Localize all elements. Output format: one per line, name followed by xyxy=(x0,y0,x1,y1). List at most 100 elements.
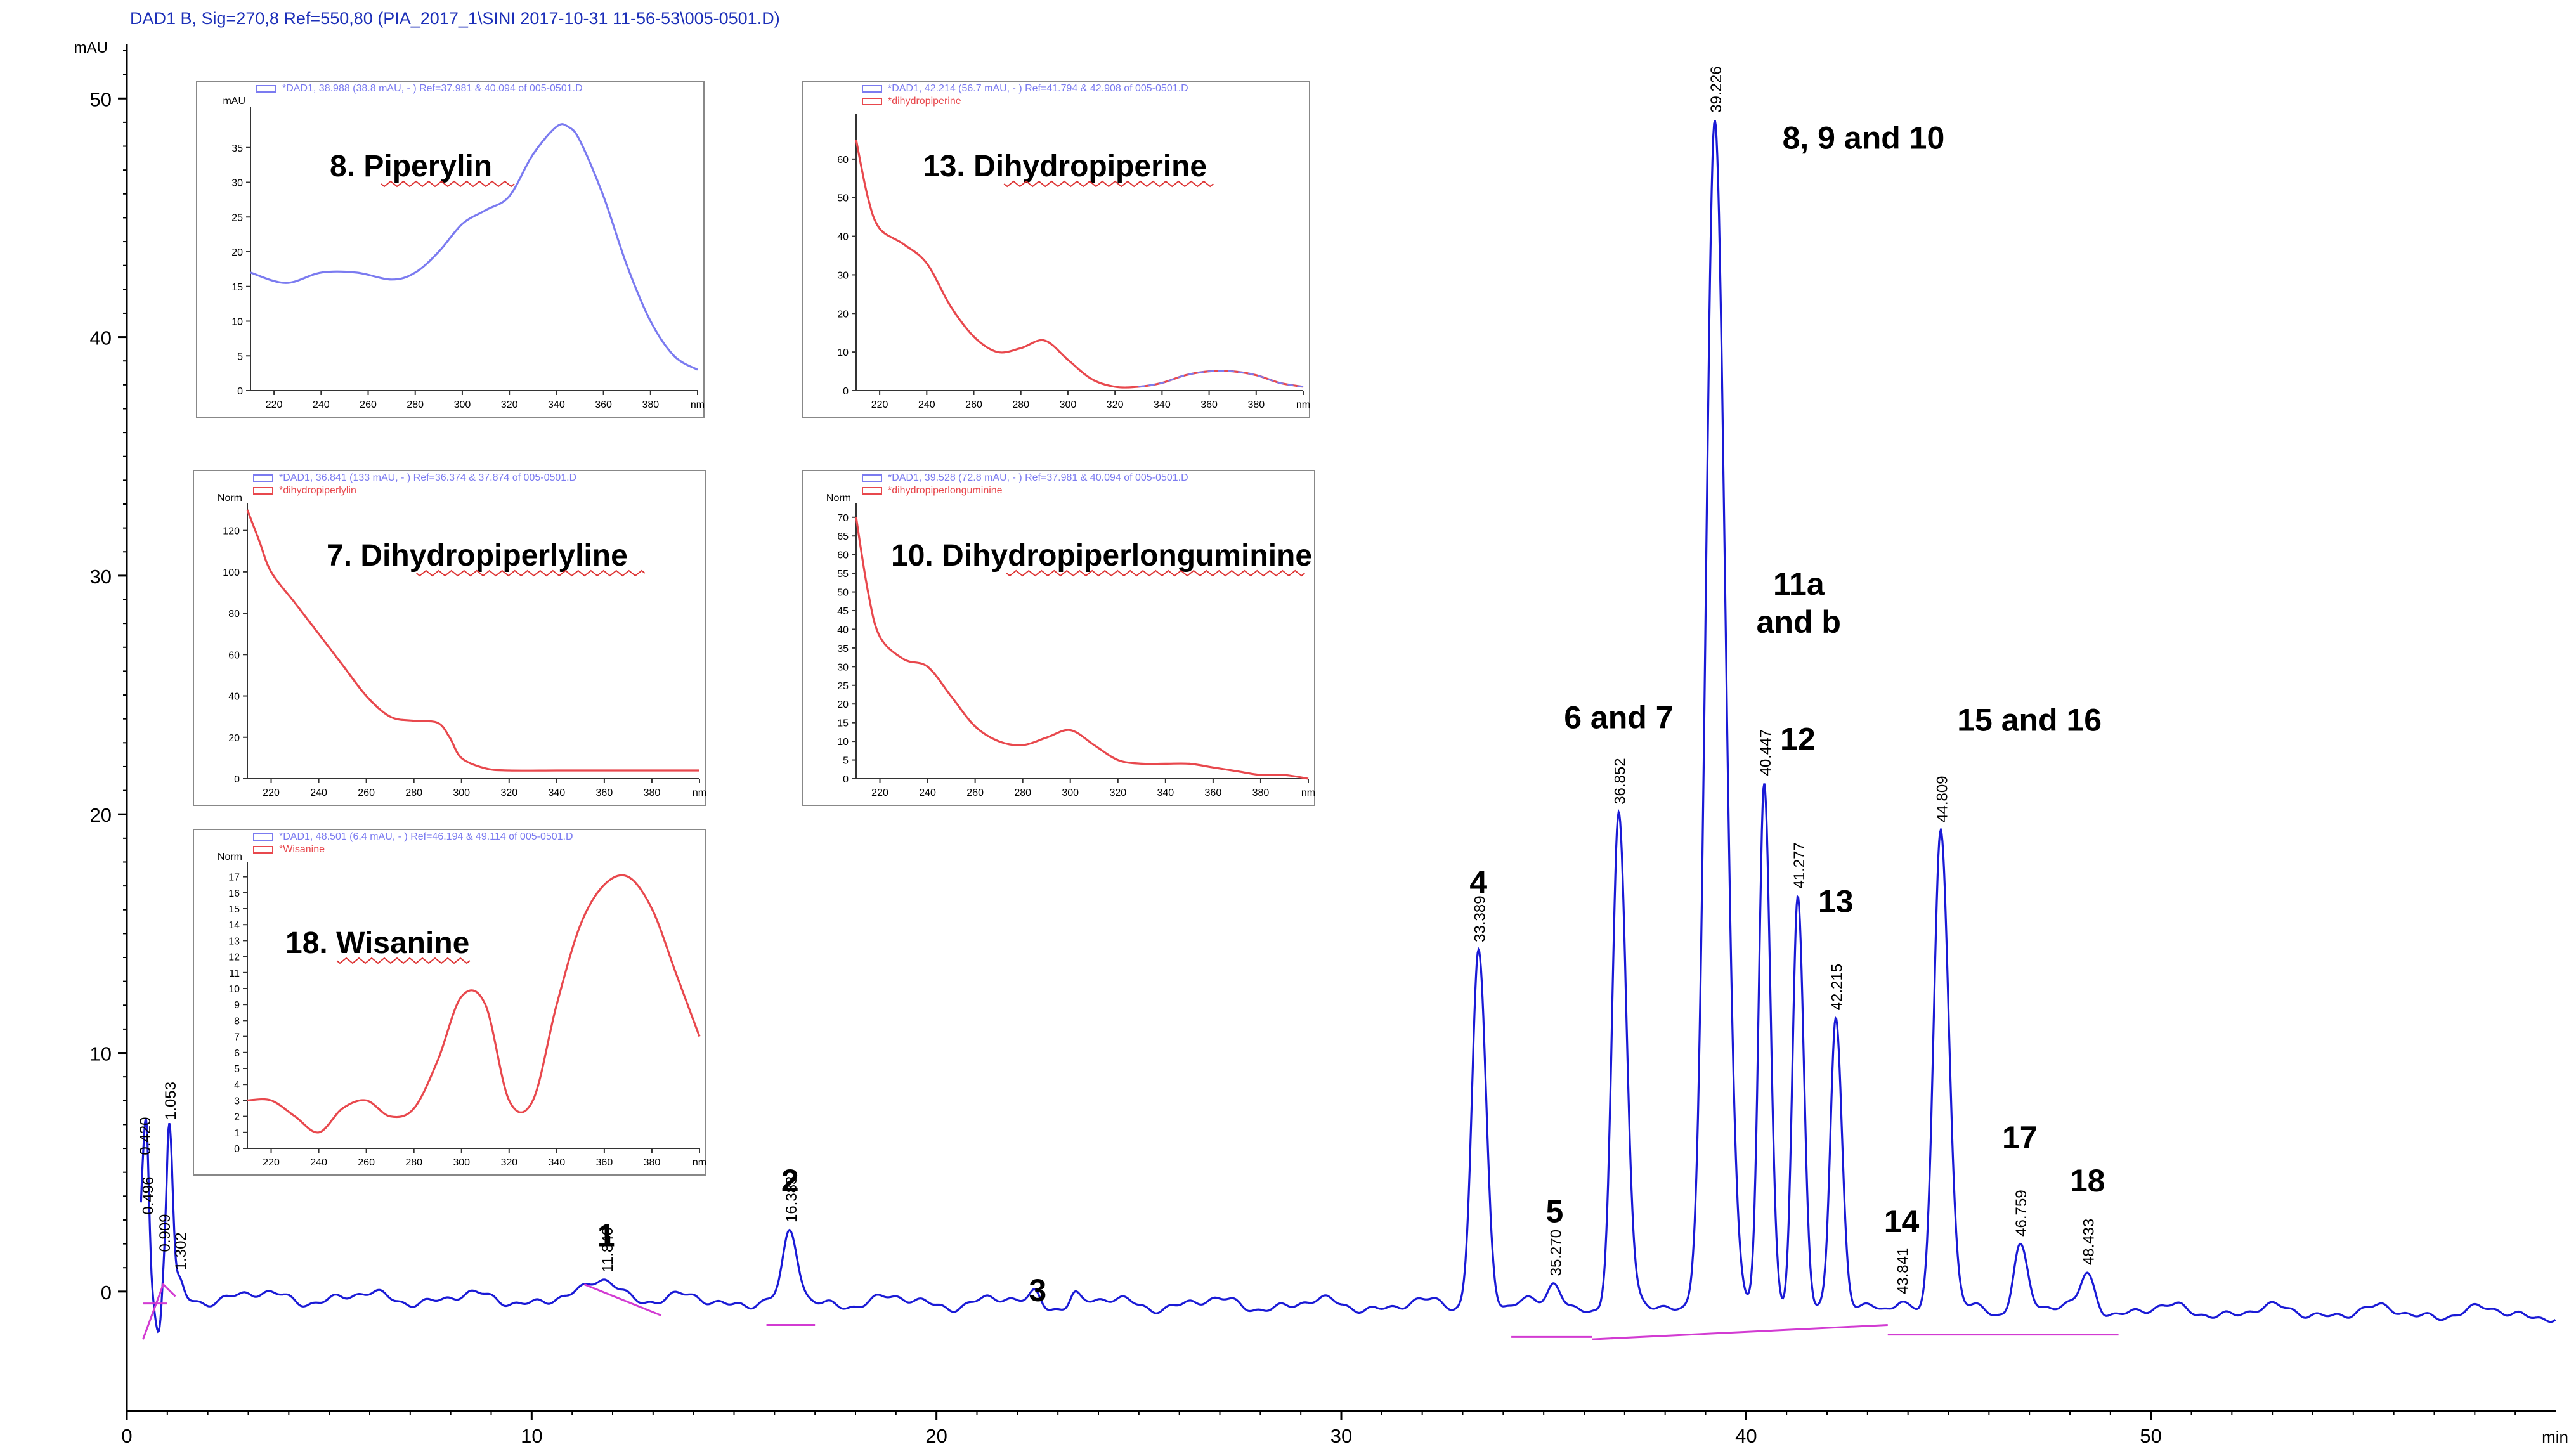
baseline-segment xyxy=(142,1282,176,1340)
inset-y-tick-label: 8 xyxy=(234,1016,240,1027)
inset-y-tick-label: 20 xyxy=(837,309,849,320)
inset-x-tick-label: 320 xyxy=(501,399,518,410)
inset-y-tick-label: 65 xyxy=(837,531,849,542)
inset-y-tick-label: 14 xyxy=(228,920,240,931)
inset-13: *DAD1, 42.214 (56.7 mAU, - ) Ref=41.794 … xyxy=(802,81,1310,418)
inset-y-tick-label: 25 xyxy=(231,212,243,223)
inset-title: 7. Dihydropiperlyline xyxy=(327,539,628,573)
inset-x-tick-label: nm xyxy=(693,1157,706,1168)
inset-y-tick-label: 1 xyxy=(234,1128,240,1139)
x-tick-label: 50 xyxy=(2140,1425,2161,1447)
legend-swatch xyxy=(862,474,882,482)
legend-swatch xyxy=(862,487,882,495)
inset-x-tick-label: 340 xyxy=(548,1157,565,1168)
inset-x-tick-label: 260 xyxy=(358,1157,375,1168)
inset-y-tick-label: 50 xyxy=(837,193,849,204)
inset-x-tick-label: 320 xyxy=(1107,399,1124,410)
inset-x-tick-label: 380 xyxy=(644,788,661,798)
peak-rt-label: 44.809 xyxy=(1934,776,1951,822)
peak-rt-label: 48.433 xyxy=(2081,1219,2098,1265)
inset-x-tick-label: 340 xyxy=(1154,399,1171,410)
peak-annotation: 12 xyxy=(1780,722,1816,757)
spectrum-curve xyxy=(855,140,1304,389)
inset-y-tick-label: 10 xyxy=(231,317,243,328)
spellcheck-underline xyxy=(336,957,471,964)
inset-x-tick-label: 300 xyxy=(453,1157,470,1168)
inset-title: 8. Piperylin xyxy=(330,150,492,183)
inset-y-tick-label: 15 xyxy=(231,282,243,293)
peak-rt-label: 39.226 xyxy=(1708,66,1725,112)
peak-rt-label: 0.420 xyxy=(137,1117,154,1155)
y-tick-label: 30 xyxy=(90,566,112,588)
legend-swatch xyxy=(253,487,273,495)
peak-rt-label: 40.447 xyxy=(1757,729,1774,776)
inset-x-tick-label: 240 xyxy=(313,399,330,410)
inset-y-tick-label: 7 xyxy=(234,1032,240,1043)
x-tick-label: 0 xyxy=(121,1425,132,1447)
spellcheck-underline xyxy=(381,180,515,188)
inset-x-tick-label: 280 xyxy=(1012,399,1029,410)
inset-x-tick-label: 300 xyxy=(454,399,471,410)
inset-y-unit: Norm xyxy=(218,852,242,862)
inset-y-tick-label: 5 xyxy=(234,1064,240,1075)
legend-swatch xyxy=(253,846,273,854)
y-axis-unit: mAU xyxy=(74,39,108,56)
inset-y-tick-label: 30 xyxy=(231,178,243,189)
inset-x-tick-label: 220 xyxy=(871,399,888,410)
inset-y-tick-label: 12 xyxy=(228,952,240,963)
inset-frame xyxy=(802,81,1310,418)
spellcheck-underline xyxy=(416,569,646,577)
inset-x-tick-label: nm xyxy=(1301,788,1315,798)
inset-y-tick-label: 15 xyxy=(837,718,849,729)
inset-x-tick-label: 240 xyxy=(919,788,936,798)
legend-entry: *DAD1, 42.214 (56.7 mAU, - ) Ref=41.794 … xyxy=(888,83,1188,94)
spellcheck-underline xyxy=(1006,569,1305,577)
inset-y-tick-label: 120 xyxy=(223,526,240,537)
inset-y-tick-label: 40 xyxy=(837,625,849,635)
x-tick-label: 20 xyxy=(925,1425,947,1447)
x-axis-unit: min xyxy=(2542,1427,2568,1446)
inset-y-tick-label: 11 xyxy=(229,968,240,979)
legend-swatch xyxy=(253,833,273,841)
inset-y-tick-label: 60 xyxy=(837,550,849,561)
inset-y-tick-label: 0 xyxy=(234,774,240,785)
inset-x-tick-label: 300 xyxy=(1060,399,1077,410)
spectrum-curve xyxy=(1138,370,1304,388)
inset-y-unit: Norm xyxy=(218,493,242,503)
peak-rt-label: 42.215 xyxy=(1829,964,1846,1010)
peak-annotation: 14 xyxy=(1884,1204,1920,1239)
spectrum-curve xyxy=(246,509,699,772)
inset-y-tick-label: 16 xyxy=(228,888,240,899)
peak-annotation: 13 xyxy=(1818,884,1854,919)
y-tick-label: 10 xyxy=(90,1043,112,1065)
integration-baselines xyxy=(142,1282,2119,1340)
legend-swatch xyxy=(862,98,882,105)
inset-x-tick-label: 220 xyxy=(871,788,888,798)
inset-y-tick-label: 10 xyxy=(837,737,849,748)
legend-swatch xyxy=(256,85,276,93)
y-tick-label: 20 xyxy=(90,804,112,826)
inset-x-tick-label: 220 xyxy=(263,1157,280,1168)
peak-rt-label: 1.053 xyxy=(162,1082,179,1120)
peak-annotation: 6 and 7 xyxy=(1564,700,1673,736)
inset-x-tick-label: 380 xyxy=(642,399,659,410)
y-tick-label: 0 xyxy=(101,1282,112,1304)
legend-entry: *DAD1, 36.841 (133 mAU, - ) Ref=36.374 &… xyxy=(279,472,576,483)
peak-rt-label: 36.852 xyxy=(1611,758,1629,804)
spectrum-curve xyxy=(247,874,701,1134)
inset-y-tick-label: 0 xyxy=(234,1144,240,1155)
legend-swatch xyxy=(862,85,882,93)
inset-y-unit: Norm xyxy=(826,493,851,503)
peak-annotation: 5 xyxy=(1545,1194,1563,1230)
legend-entry: *DAD1, 38.988 (38.8 mAU, - ) Ref=37.981 … xyxy=(282,83,583,94)
peak-rt-label: 0.496 xyxy=(140,1177,157,1215)
inset-x-tick-label: 380 xyxy=(644,1157,661,1168)
spellcheck-underline xyxy=(1003,180,1214,188)
inset-y-tick-label: 30 xyxy=(837,662,849,673)
inset-frame xyxy=(196,81,705,418)
